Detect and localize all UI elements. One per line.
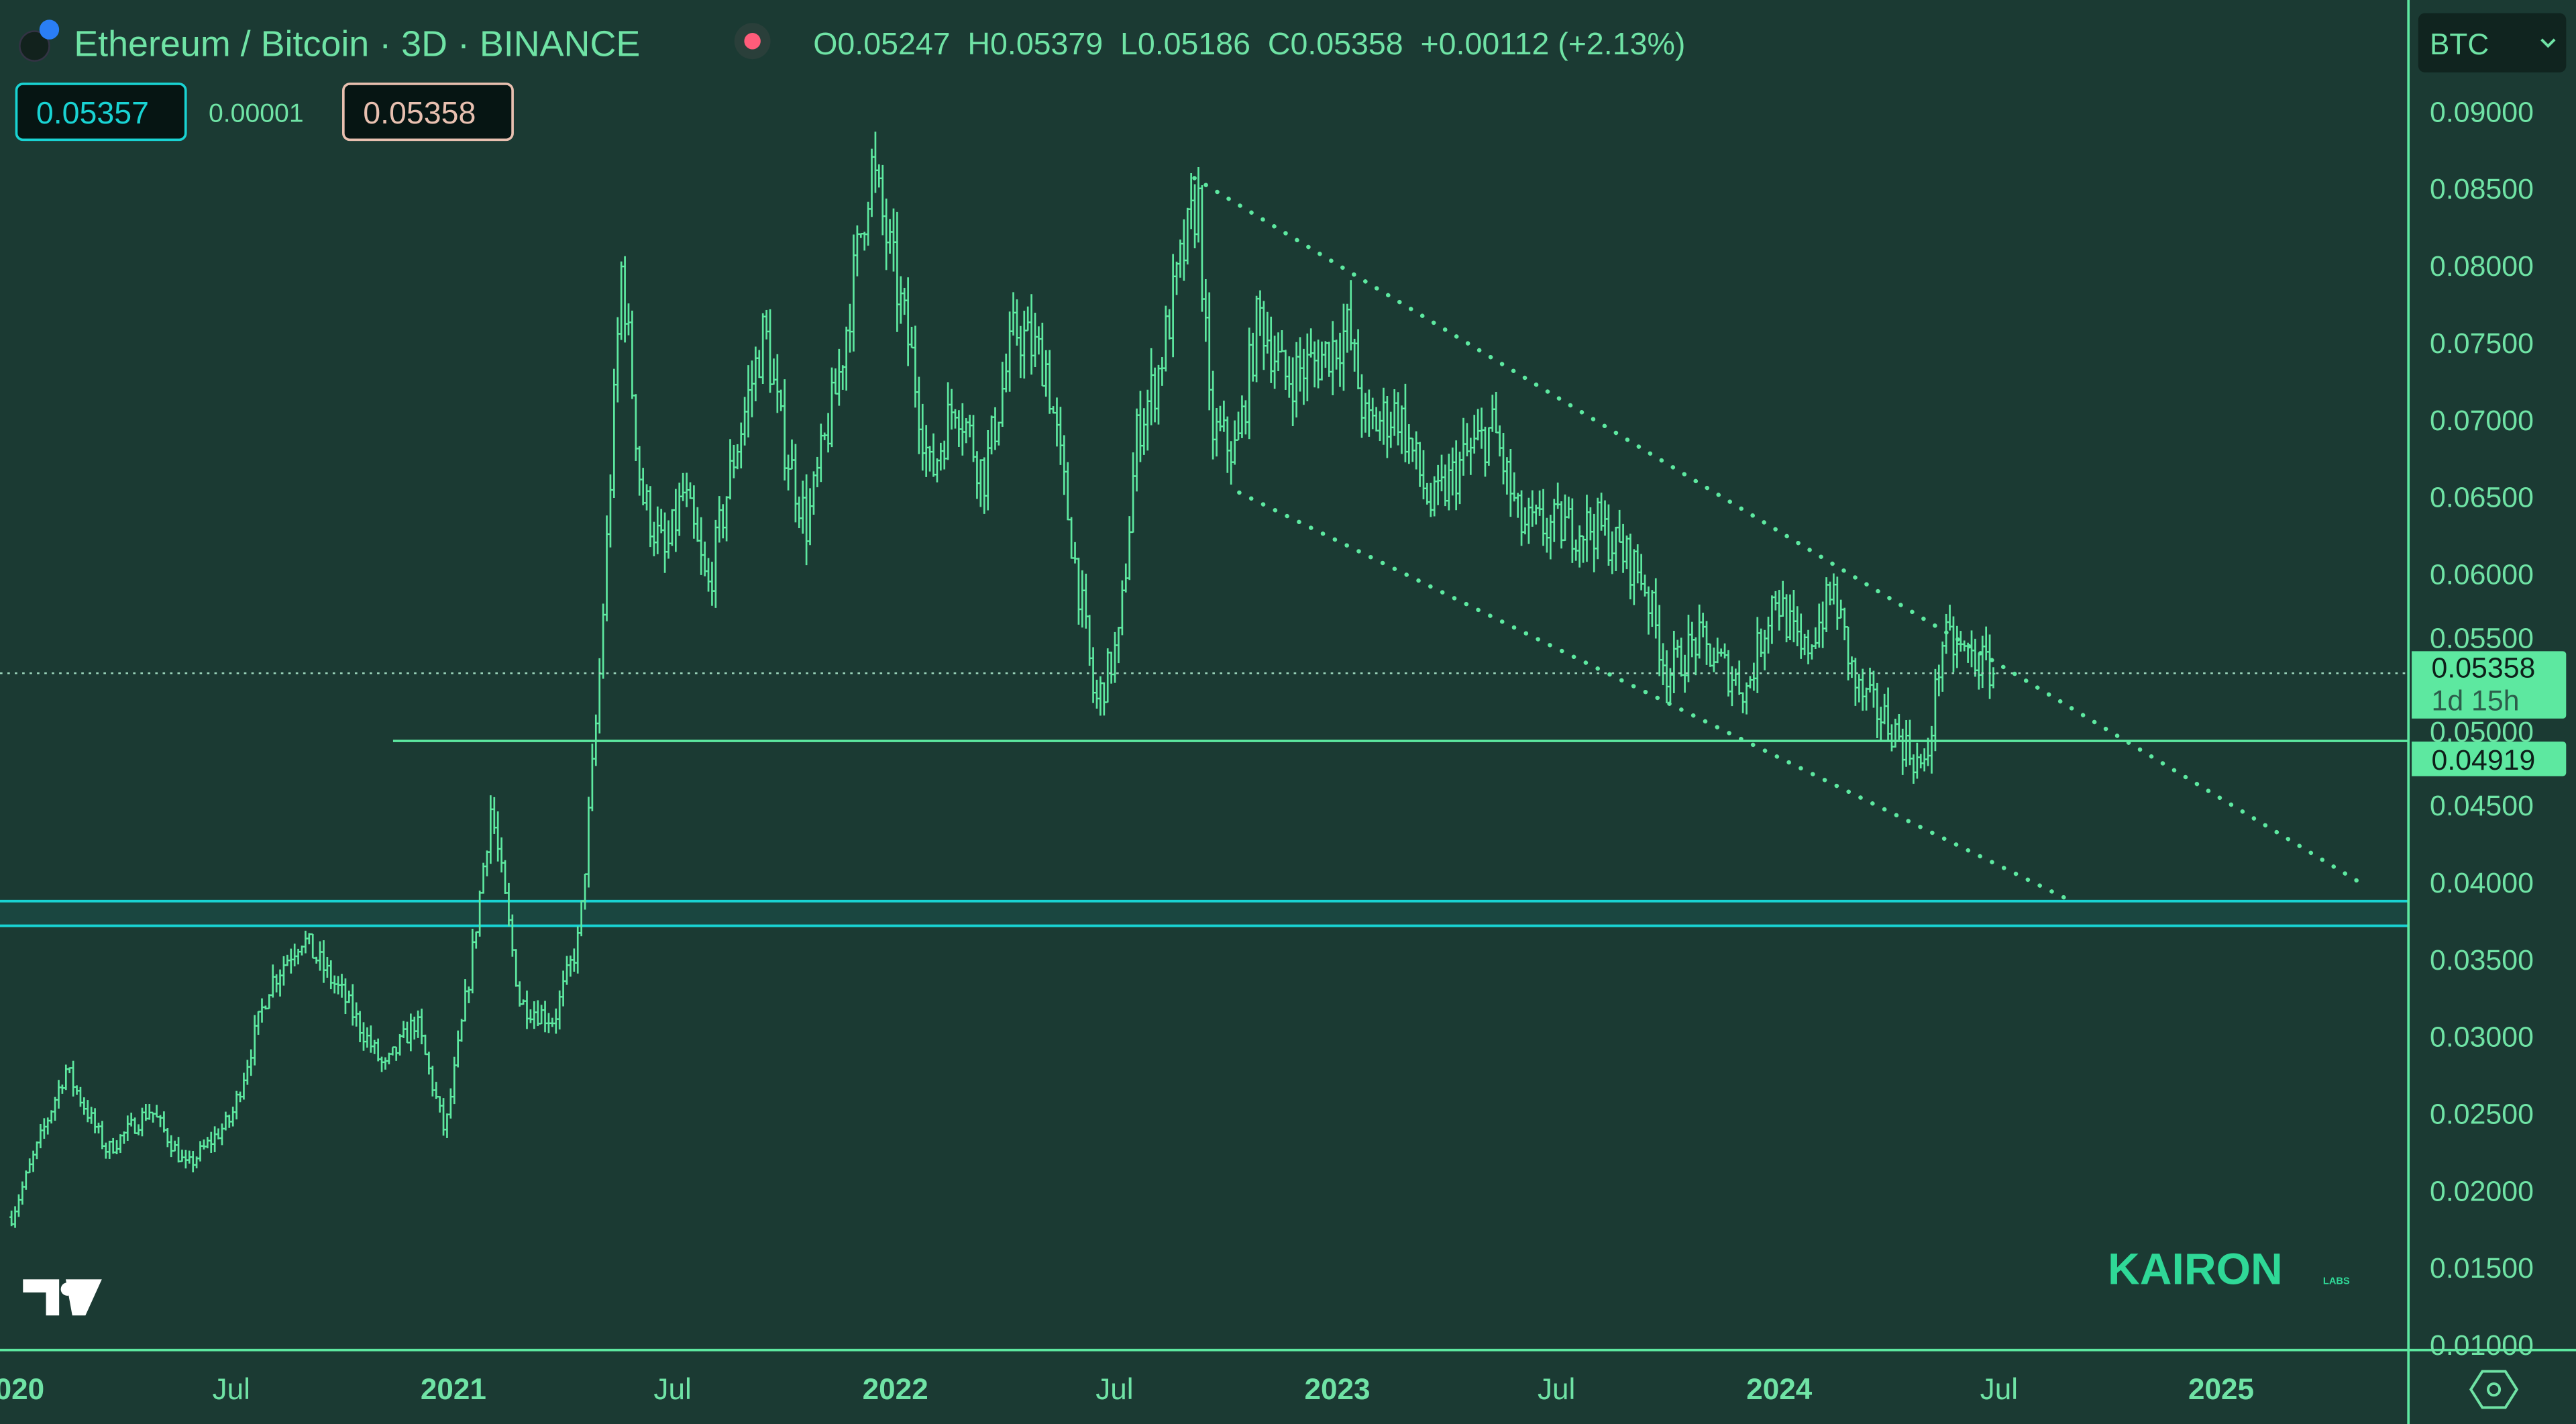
price-tick-label: 0.08000 — [2430, 250, 2534, 283]
settings-hex-icon — [2469, 1370, 2519, 1409]
price-tick-label: 0.07500 — [2430, 327, 2534, 360]
market-status-dot — [744, 33, 761, 50]
time-tick-label: 2025 — [2188, 1373, 2254, 1406]
price-label-group: 0.05358 1d 15h 0.04919 — [2412, 651, 2567, 776]
settings-button[interactable] — [2469, 1370, 2519, 1409]
lower-trendline[interactable] — [1237, 490, 2074, 903]
symbol-title[interactable]: Ethereum / Bitcoin · 3D · BINANCE — [74, 23, 640, 64]
btc-logo-icon — [39, 19, 60, 40]
time-tick-label: Jul — [1538, 1373, 1575, 1406]
countdown-label: 1d 15h — [2431, 685, 2519, 717]
ask-button[interactable] — [342, 83, 514, 142]
drawings — [0, 176, 2409, 903]
price-tick-label: 0.01500 — [2430, 1252, 2534, 1284]
price-tick-label: 0.03000 — [2430, 1021, 2534, 1054]
level-price-label-bg — [2412, 742, 2567, 776]
upper-trendline[interactable] — [1192, 176, 2367, 888]
eth-logo-icon — [19, 30, 50, 62]
support-band-group — [0, 899, 2409, 927]
tradingview-logo-icon — [23, 1279, 102, 1316]
time-tick-label: 2022 — [863, 1373, 928, 1406]
chevron-down-icon — [2540, 38, 2556, 48]
legend-header: Ethereum / Bitcoin · 3D · BINANCE O0.052… — [19, 19, 1685, 64]
tradingview-logo[interactable] — [23, 1279, 102, 1316]
time-tick-label: 2020 — [0, 1373, 44, 1406]
time-axis[interactable]: 2020 Jul 2021 Jul 2022 Jul 2023 Jul 2024 Jul 2025 — [0, 1373, 2254, 1406]
ask-price: 0.05358 — [363, 95, 476, 130]
time-tick-label: 2024 — [1746, 1373, 1813, 1406]
level-price-label: 0.04919 — [2431, 744, 2535, 776]
currency-select[interactable]: BTC — [2418, 13, 2567, 72]
price-tick-label: 0.09000 — [2430, 96, 2534, 128]
current-price-label-bg — [2412, 651, 2567, 719]
time-tick-label: Jul — [1980, 1373, 2018, 1406]
trade-buttons: 0.05357 0.00001 0.05358 — [15, 83, 514, 142]
time-tick-label: 2021 — [421, 1373, 486, 1406]
ohlc-values: O0.05247 H0.05379 L0.05186 C0.05358 +0.0… — [813, 26, 1685, 61]
price-tick-label: 0.06500 — [2430, 482, 2534, 514]
price-axis[interactable]: 0.09000 0.08500 0.08000 0.07500 0.07000 0.065… — [2430, 96, 2534, 1362]
spread-value: 0.00001 — [209, 99, 304, 128]
current-price-label: 0.05358 — [2431, 652, 2535, 684]
price-tick-label: 0.01000 — [2430, 1329, 2534, 1362]
price-tick-label: 0.06000 — [2430, 558, 2534, 591]
bid-button[interactable] — [15, 83, 187, 142]
price-tick-label: 0.02500 — [2430, 1098, 2534, 1130]
price-tick-label: 0.02000 — [2430, 1175, 2534, 1207]
settings-center-icon — [2487, 1382, 2502, 1397]
time-tick-label: Jul — [653, 1373, 691, 1406]
bid-price: 0.05357 — [36, 95, 149, 130]
price-tick-label: 0.04500 — [2430, 790, 2534, 822]
time-tick-label: 2023 — [1304, 1373, 1370, 1406]
watermark-sub: LABS — [2323, 1276, 2350, 1287]
price-tick-label: 0.07000 — [2430, 405, 2534, 437]
time-tick-label: Jul — [213, 1373, 250, 1406]
currency-button[interactable] — [2418, 13, 2567, 72]
tradingview-logo-dot — [60, 1282, 74, 1296]
support-band[interactable] — [0, 901, 2409, 926]
price-tick-label: 0.05000 — [2430, 716, 2534, 748]
currency-label: BTC — [2430, 28, 2489, 61]
time-tick-label: Jul — [1095, 1373, 1133, 1406]
price-tick-label: 0.08500 — [2430, 173, 2534, 205]
watermark-brand: KAIRON — [2108, 1245, 2283, 1294]
price-tick-label: 0.03500 — [2430, 944, 2534, 976]
price-tick-label: 0.04000 — [2430, 867, 2534, 899]
price-tick-label: 0.05500 — [2430, 622, 2534, 654]
kairon-watermark: KAIRON LABS — [2108, 1245, 2350, 1294]
